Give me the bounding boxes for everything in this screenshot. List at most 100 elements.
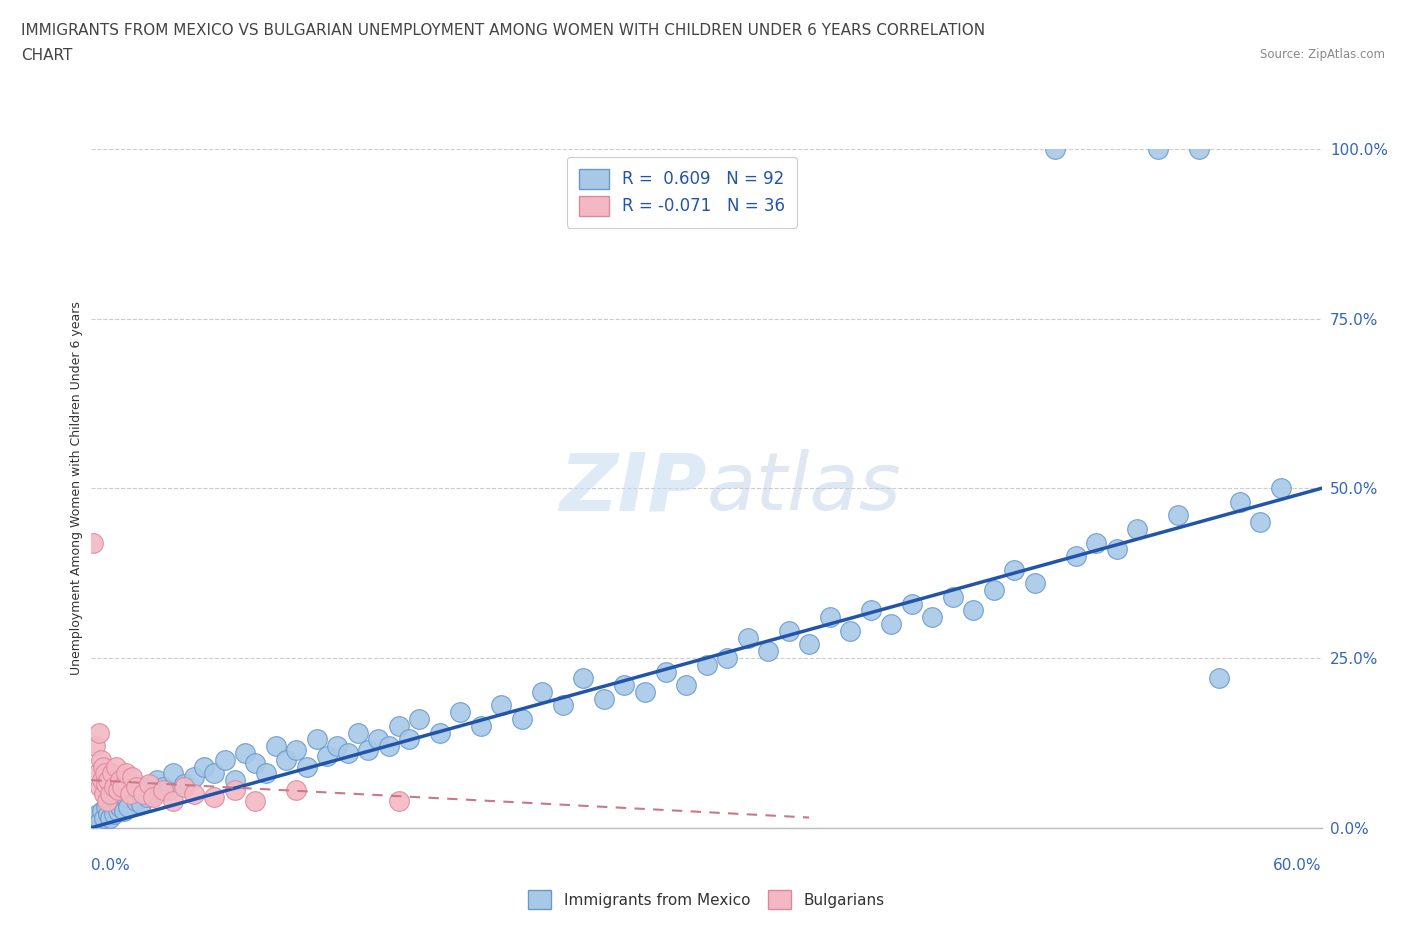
Point <box>388 793 411 808</box>
Point <box>797 637 820 652</box>
Point <box>162 766 184 781</box>
Point <box>778 623 800 638</box>
Point <box>115 766 138 781</box>
Point <box>108 773 131 788</box>
Point <box>531 684 554 699</box>
Point <box>86 766 108 781</box>
Point <box>94 777 117 791</box>
Point <box>108 800 131 815</box>
Point <box>214 752 236 767</box>
Point <box>131 787 153 802</box>
Point <box>224 773 246 788</box>
Point <box>367 732 389 747</box>
Point <box>93 766 115 781</box>
Point <box>90 773 112 788</box>
Point <box>572 671 595 685</box>
Point <box>326 738 349 753</box>
Point <box>107 783 129 798</box>
Point <box>86 806 108 821</box>
Point <box>105 759 127 774</box>
Point <box>316 749 339 764</box>
Point <box>449 705 471 720</box>
Point <box>254 766 277 781</box>
Point <box>388 718 411 733</box>
Point <box>93 810 115 825</box>
Point <box>675 678 697 693</box>
Point <box>1126 522 1149 537</box>
Point <box>105 793 127 808</box>
Point <box>87 725 110 740</box>
Text: atlas: atlas <box>706 449 901 527</box>
Point <box>96 793 118 808</box>
Point <box>305 732 328 747</box>
Y-axis label: Unemployment Among Women with Children Under 6 years: Unemployment Among Women with Children U… <box>70 301 83 675</box>
Point <box>510 711 533 726</box>
Point <box>173 779 195 794</box>
Point <box>97 773 120 788</box>
Point <box>84 738 107 753</box>
Point <box>121 783 143 798</box>
Point <box>152 783 174 798</box>
Point <box>142 787 165 802</box>
Point <box>408 711 430 726</box>
Point <box>152 779 174 794</box>
Point <box>336 746 359 761</box>
Point <box>1002 563 1025 578</box>
Point <box>357 742 380 757</box>
Point <box>93 787 115 802</box>
Point <box>121 769 143 784</box>
Point <box>264 738 287 753</box>
Point <box>245 756 267 771</box>
Point <box>276 752 298 767</box>
Point <box>1064 549 1087 564</box>
Point <box>1249 515 1271 530</box>
Point <box>193 759 215 774</box>
Point <box>157 783 180 798</box>
Point <box>101 766 124 781</box>
Point <box>173 777 195 791</box>
Point <box>654 664 676 679</box>
Text: ZIP: ZIP <box>560 449 706 527</box>
Point <box>900 596 922 611</box>
Point <box>1024 576 1046 591</box>
Point <box>818 610 841 625</box>
Point <box>962 603 984 618</box>
Point <box>347 725 370 740</box>
Point <box>695 658 717 672</box>
Point <box>737 631 759 645</box>
Point <box>183 769 205 784</box>
Point <box>285 742 308 757</box>
Point <box>84 810 107 825</box>
Point <box>115 790 138 804</box>
Point <box>89 779 111 794</box>
Point <box>593 691 616 706</box>
Point <box>125 793 148 808</box>
Point <box>491 698 513 713</box>
Point <box>551 698 574 713</box>
Point <box>82 535 104 550</box>
Point <box>101 796 124 811</box>
Point <box>1187 141 1209 156</box>
Point <box>716 651 738 666</box>
Point <box>111 787 134 802</box>
Point <box>90 804 112 818</box>
Point <box>117 800 139 815</box>
Point <box>135 790 157 804</box>
Point <box>97 806 120 821</box>
Point <box>1270 481 1292 496</box>
Point <box>1043 141 1066 156</box>
Point <box>103 806 125 821</box>
Point <box>202 766 225 781</box>
Point <box>202 790 225 804</box>
Point <box>398 732 420 747</box>
Point <box>1167 508 1189 523</box>
Point <box>1105 542 1128 557</box>
Point <box>1146 141 1168 156</box>
Point <box>377 738 399 753</box>
Point <box>183 787 205 802</box>
Text: CHART: CHART <box>21 48 73 63</box>
Text: IMMIGRANTS FROM MEXICO VS BULGARIAN UNEMPLOYMENT AMONG WOMEN WITH CHILDREN UNDER: IMMIGRANTS FROM MEXICO VS BULGARIAN UNEM… <box>21 23 986 38</box>
Point <box>112 804 135 818</box>
Point <box>162 793 184 808</box>
Point <box>921 610 943 625</box>
